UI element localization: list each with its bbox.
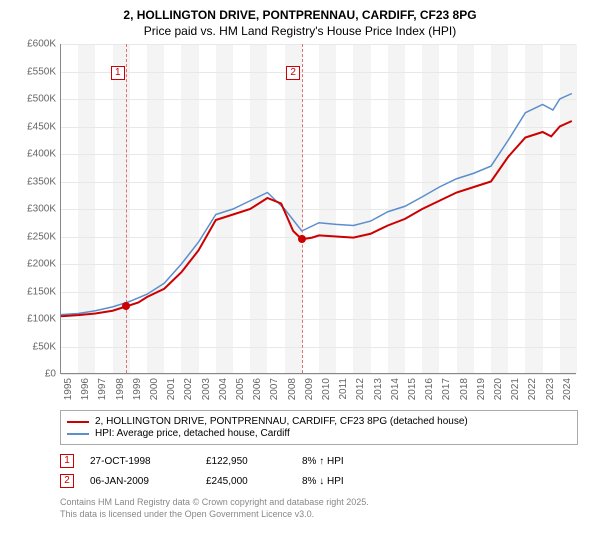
series-line-hpi <box>61 94 572 315</box>
event-marker-box: 1 <box>111 66 125 80</box>
y-tick-label: £0 <box>45 369 56 380</box>
x-tick-label: 1999 <box>132 378 143 400</box>
y-tick-label: £50K <box>33 341 56 352</box>
event-date: 27-OCT-1998 <box>90 456 190 467</box>
x-tick-label: 2011 <box>338 378 349 400</box>
legend-label: HPI: Average price, detached house, Card… <box>95 428 290 439</box>
legend-row: HPI: Average price, detached house, Card… <box>67 428 571 439</box>
x-tick-label: 2002 <box>183 378 194 400</box>
event-marker-box: 2 <box>286 66 300 80</box>
event-marker-line <box>302 44 303 373</box>
x-tick-label: 2008 <box>287 378 298 400</box>
line-layer <box>61 44 576 373</box>
footer-line: Contains HM Land Registry data © Crown c… <box>60 497 578 509</box>
event-dot <box>298 235 306 243</box>
series-line-subject <box>61 121 572 316</box>
x-tick-label: 2009 <box>304 378 315 400</box>
y-tick-label: £100K <box>27 314 56 325</box>
x-tick-label: 2023 <box>545 378 556 400</box>
x-tick-label: 1996 <box>80 378 91 400</box>
x-tick-label: 2014 <box>390 378 401 400</box>
x-tick-label: 2000 <box>149 378 160 400</box>
x-tick-label: 2024 <box>562 378 573 400</box>
x-tick-label: 2012 <box>355 378 366 400</box>
x-tick-label: 2007 <box>269 378 280 400</box>
y-tick-label: £350K <box>27 176 56 187</box>
y-tick-label: £550K <box>27 66 56 77</box>
event-table: 1 27-OCT-1998 £122,950 8% ↑ HPI 2 06-JAN-2009… <box>60 451 578 491</box>
x-tick-label: 2020 <box>493 378 504 400</box>
x-tick-label: 2018 <box>459 378 470 400</box>
chart-container: 2, HOLLINGTON DRIVE, PONTPRENNAU, CARDIF… <box>0 0 600 528</box>
y-tick-label: £500K <box>27 94 56 105</box>
x-tick-label: 2017 <box>441 378 452 400</box>
event-num-box: 2 <box>60 474 74 488</box>
event-delta: 8% ↑ HPI <box>302 456 344 467</box>
x-tick-label: 2015 <box>407 378 418 400</box>
event-price: £122,950 <box>206 456 286 467</box>
y-axis-labels: £0£50K£100K£150K£200K£250K£300K£350K£400… <box>12 44 58 374</box>
event-price: £245,000 <box>206 476 286 487</box>
y-tick-label: £400K <box>27 149 56 160</box>
legend-row: 2, HOLLINGTON DRIVE, PONTPRENNAU, CARDIF… <box>67 416 571 427</box>
x-tick-label: 2013 <box>373 378 384 400</box>
y-tick-label: £600K <box>27 39 56 50</box>
y-tick-label: £450K <box>27 121 56 132</box>
x-tick-label: 2022 <box>527 378 538 400</box>
x-tick-label: 2006 <box>252 378 263 400</box>
x-tick-label: 2021 <box>510 378 521 400</box>
chart-title: 2, HOLLINGTON DRIVE, PONTPRENNAU, CARDIF… <box>12 8 588 22</box>
event-dot <box>122 302 130 310</box>
y-tick-label: £250K <box>27 231 56 242</box>
legend-label: 2, HOLLINGTON DRIVE, PONTPRENNAU, CARDIF… <box>95 416 468 427</box>
event-marker-line <box>126 44 127 373</box>
chart-subtitle: Price paid vs. HM Land Registry's House … <box>12 24 588 38</box>
legend-swatch <box>67 433 89 435</box>
x-tick-label: 1995 <box>63 378 74 400</box>
x-tick-label: 2005 <box>235 378 246 400</box>
x-tick-label: 2004 <box>218 378 229 400</box>
event-date: 06-JAN-2009 <box>90 476 190 487</box>
x-tick-label: 2001 <box>166 378 177 400</box>
footer-attribution: Contains HM Land Registry data © Crown c… <box>60 497 578 520</box>
plot-area: 12 <box>60 44 576 374</box>
x-tick-label: 2019 <box>476 378 487 400</box>
event-row: 2 06-JAN-2009 £245,000 8% ↓ HPI <box>60 471 578 491</box>
gridline <box>61 374 576 375</box>
x-axis-labels: 1995 1996 1997 1998 1999 2000 2001 2002 2003 2004… <box>60 376 576 404</box>
x-tick-label: 2003 <box>201 378 212 400</box>
event-delta: 8% ↓ HPI <box>302 476 344 487</box>
x-tick-label: 1998 <box>115 378 126 400</box>
event-num-box: 1 <box>60 454 74 468</box>
event-row: 1 27-OCT-1998 £122,950 8% ↑ HPI <box>60 451 578 471</box>
legend-swatch <box>67 421 89 423</box>
y-tick-label: £150K <box>27 286 56 297</box>
chart-area: £0 £50K £100K £150K £200K £250K £300K £350K £400… <box>12 44 588 404</box>
legend: 2, HOLLINGTON DRIVE, PONTPRENNAU, CARDIF… <box>60 410 578 445</box>
x-tick-label: 2016 <box>424 378 435 400</box>
x-tick-label: 2010 <box>321 378 332 400</box>
y-tick-label: £300K <box>27 204 56 215</box>
y-tick-label: £200K <box>27 259 56 270</box>
footer-line: This data is licensed under the Open Gov… <box>60 509 578 521</box>
x-tick-label: 1997 <box>97 378 108 400</box>
